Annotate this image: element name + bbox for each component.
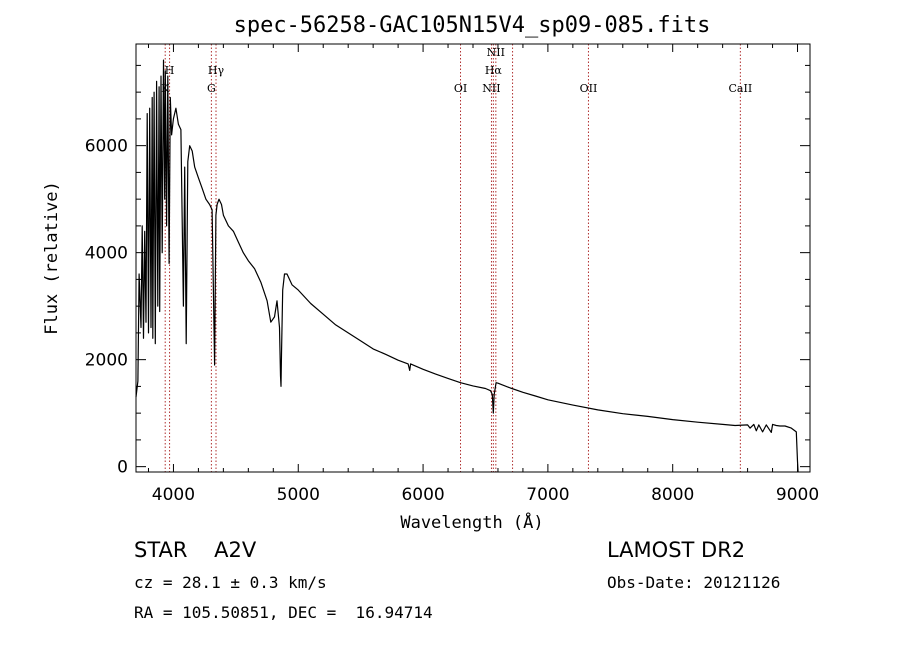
y-tick-label: 4000 bbox=[85, 244, 128, 264]
emission-line-labels: KHGHγOINIIHαNIISIIOIICaII bbox=[161, 0, 752, 95]
emission-line-markers bbox=[164, 44, 741, 472]
reference-line-label: SII bbox=[504, 0, 520, 3]
x-axis-label: Wavelength (Å) bbox=[400, 511, 543, 533]
x-tick-label: 8000 bbox=[651, 485, 694, 505]
reference-line-label: NII bbox=[487, 46, 505, 59]
reference-line-label: OI bbox=[454, 82, 467, 95]
plot-frame bbox=[135, 43, 811, 473]
x-tick-label: 4000 bbox=[152, 485, 195, 505]
chart-title: spec-56258-GAC105N15V4_sp09-085.fits bbox=[234, 13, 711, 38]
reference-line-label: Hγ bbox=[208, 64, 225, 77]
reference-line-label: Hα bbox=[485, 64, 503, 77]
x-tick-label: 9000 bbox=[776, 485, 819, 505]
spectrum-line bbox=[135, 59, 799, 473]
redshift-text: cz = 28.1 ± 0.3 km/s bbox=[134, 573, 327, 592]
x-tick-label: 5000 bbox=[277, 485, 320, 505]
y-tick-label: 6000 bbox=[85, 137, 128, 157]
y-axis-ticks: 0 2000 4000 6000 bbox=[85, 64, 810, 478]
coordinates-text: RA = 105.50851, DEC = 16.94714 bbox=[134, 603, 433, 622]
reference-line-label: H bbox=[165, 64, 175, 77]
survey-label: LAMOST DR2 bbox=[607, 538, 746, 562]
reference-line-label: G bbox=[207, 82, 216, 95]
object-class-label: STAR A2V bbox=[134, 538, 257, 562]
reference-line-label: NII bbox=[482, 82, 500, 95]
observation-date-text: Obs-Date: 20121126 bbox=[607, 573, 781, 592]
x-tick-label: 7000 bbox=[526, 485, 569, 505]
y-axis-label: Flux (relative) bbox=[42, 181, 62, 335]
reference-line-label: OII bbox=[580, 82, 598, 95]
x-axis-ticks: 4000 5000 6000 7000 8000 9000 bbox=[147, 44, 819, 505]
y-tick-label: 2000 bbox=[85, 351, 128, 371]
x-tick-label: 6000 bbox=[401, 485, 444, 505]
y-tick-label: 0 bbox=[117, 458, 128, 478]
reference-line-label: CaII bbox=[729, 82, 753, 95]
